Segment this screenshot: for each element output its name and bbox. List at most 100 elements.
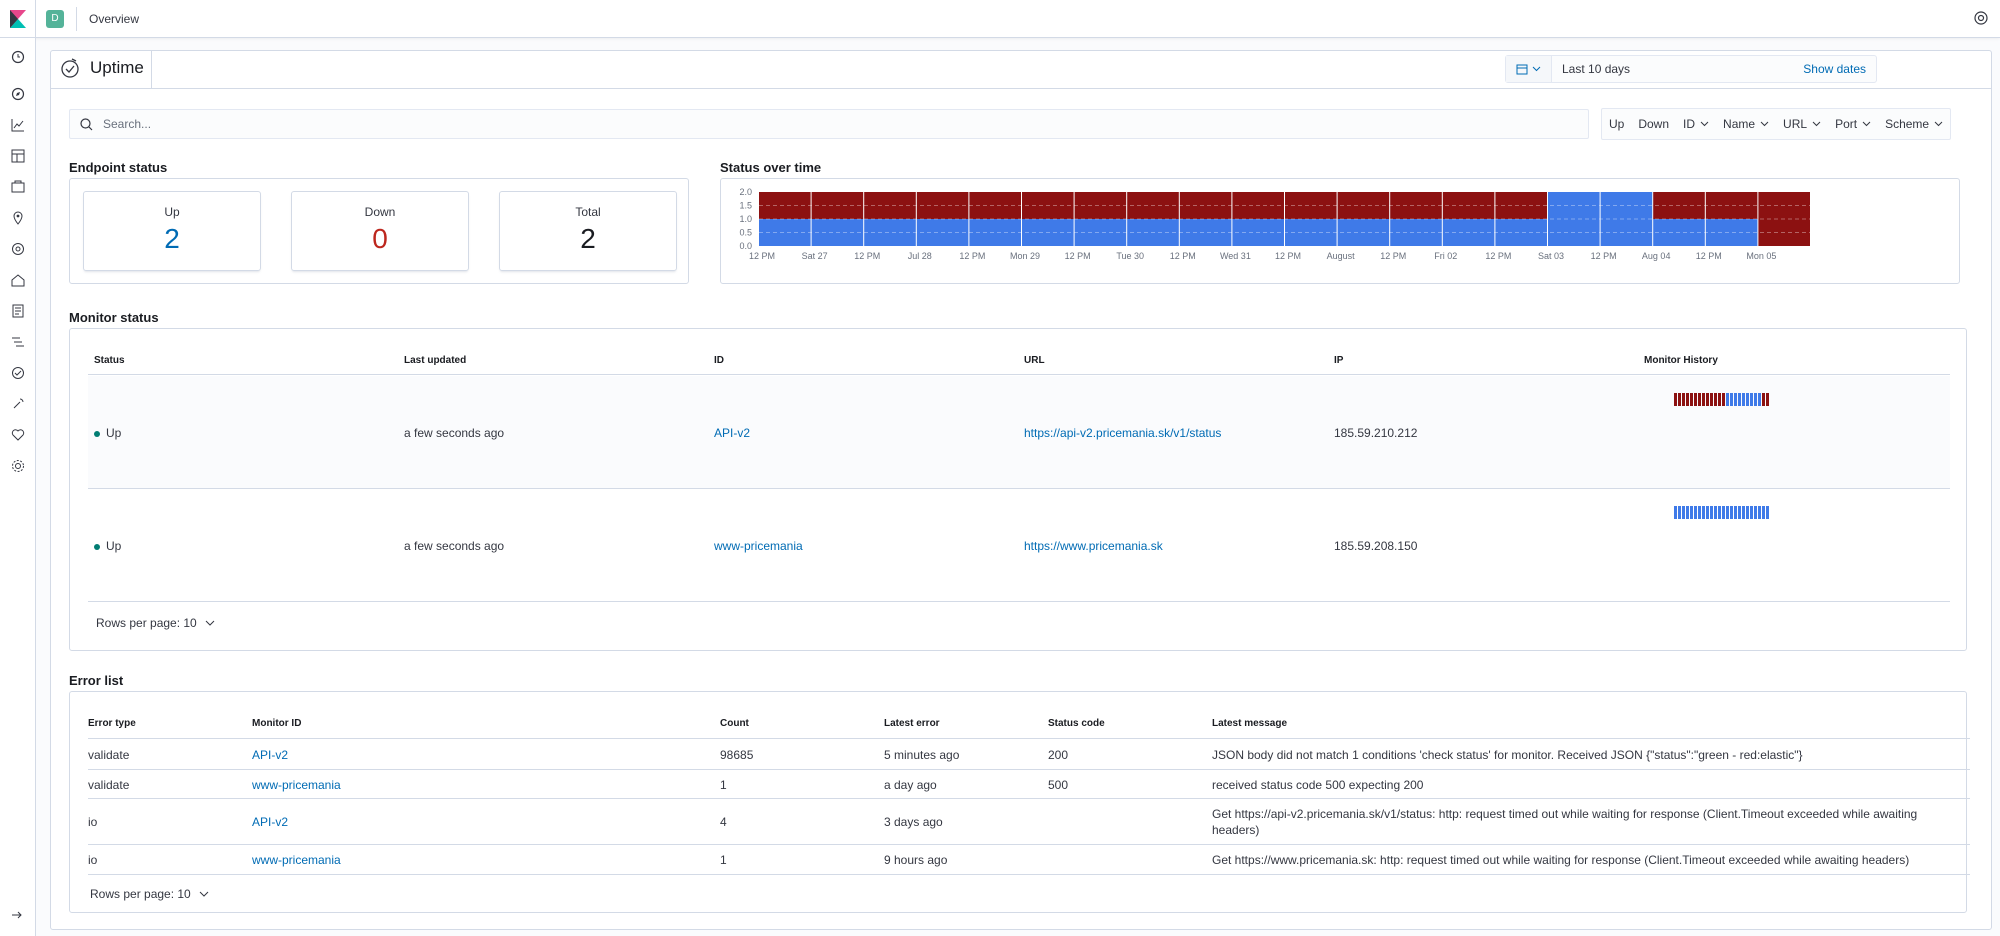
dashboard-icon[interactable] [10,148,26,164]
x-tick-label: Fri 02 [1434,251,1457,261]
date-range-value[interactable]: Last 10 days [1562,62,1631,76]
bar-up[interactable] [1495,219,1547,246]
bar-up[interactable] [1705,219,1758,246]
bar-down[interactable] [1758,192,1810,246]
show-dates-link[interactable]: Show dates [1803,62,1866,76]
maps-icon[interactable] [10,210,26,226]
error-table-header: Error type Monitor ID Count Latest error… [88,718,1970,739]
bar-down[interactable] [916,192,969,219]
error-monitor-link[interactable]: www-pricemania [252,853,341,867]
bar-down[interactable] [1390,192,1442,219]
col-last-updated[interactable]: Last updated [404,355,467,366]
bar-up[interactable] [1232,219,1284,246]
monitor-status-panel: Status Last updated ID URL IP Monitor Hi… [69,328,1967,651]
bar-down[interactable] [1179,192,1232,219]
bar-down[interactable] [1232,192,1284,219]
canvas-icon[interactable] [10,179,26,195]
recent-icon[interactable] [10,49,26,65]
search-input[interactable] [103,117,1553,131]
history-bar-up [1758,506,1761,519]
history-bar-down [1694,393,1697,406]
help-icon[interactable] [1974,11,1988,28]
bar-up[interactable] [1127,219,1179,246]
col-id[interactable]: ID [714,355,724,366]
bar-down[interactable] [1285,192,1337,219]
kibana-logo[interactable] [0,0,36,38]
page-header: Uptime Last 10 days Show dates [51,51,1991,89]
col-url[interactable]: URL [1024,355,1045,366]
col-latest-error[interactable]: Latest error [884,718,940,729]
filter-up-button[interactable]: Up [1602,109,1631,139]
visualize-icon[interactable] [10,117,26,133]
quick-menu-button[interactable] [1506,56,1552,82]
bar-down[interactable] [1022,192,1074,219]
discover-icon[interactable] [10,86,26,102]
bar-up[interactable] [1548,192,1600,246]
uptime-icon[interactable] [10,365,26,381]
bar-down[interactable] [811,192,864,219]
bar-down[interactable] [1442,192,1495,219]
col-count[interactable]: Count [720,718,749,729]
apm-icon[interactable] [10,334,26,350]
infrastructure-icon[interactable] [10,272,26,288]
bar-up[interactable] [1653,219,1705,246]
bar-down[interactable] [759,192,811,219]
monitor-rows-per-page-button[interactable]: Rows per page: 10 [96,616,215,630]
bar-down[interactable] [1337,192,1390,219]
monitor-id-link[interactable]: www-pricemania [714,539,803,553]
bar-up[interactable] [1022,219,1074,246]
bar-down[interactable] [1127,192,1179,219]
monitor-url-link[interactable]: https://api-v2.pricemania.sk/v1/status [1024,426,1222,440]
monitor-id-link[interactable]: API-v2 [714,426,751,440]
x-tick-label: Sat 27 [802,251,828,261]
filter-port-button[interactable]: Port [1828,109,1878,139]
status-code-cell: 200 [1048,748,1069,762]
filter-id-button[interactable]: ID [1676,109,1716,139]
bar-up[interactable] [1074,219,1127,246]
bar-down[interactable] [1495,192,1547,219]
bar-down[interactable] [1074,192,1127,219]
status-code-cell: 500 [1048,778,1069,792]
bar-down[interactable] [864,192,916,219]
col-status[interactable]: Status [94,355,125,366]
filter-url-button[interactable]: URL [1776,109,1828,139]
bar-down[interactable] [1705,192,1758,219]
error-list-panel: Error type Monitor ID Count Latest error… [69,691,1970,913]
bar-up[interactable] [811,219,864,246]
history-bar-up [1698,506,1701,519]
bar-up[interactable] [1337,219,1390,246]
bar-up[interactable] [916,219,969,246]
ml-icon[interactable] [10,241,26,257]
bar-up[interactable] [969,219,1021,246]
col-status-code[interactable]: Status code [1048,718,1105,729]
filter-down-button[interactable]: Down [1631,109,1676,139]
bar-down[interactable] [969,192,1021,219]
bar-up[interactable] [759,219,811,246]
col-ip[interactable]: IP [1334,355,1344,366]
bar-down[interactable] [1653,192,1705,219]
logs-icon[interactable] [10,303,26,319]
col-monitor-id[interactable]: Monitor ID [252,718,302,729]
error-monitor-link[interactable]: www-pricemania [252,778,341,792]
bar-up[interactable] [864,219,916,246]
error-monitor-link[interactable]: API-v2 [252,815,289,829]
dev-tools-icon[interactable] [10,396,26,412]
filter-scheme-button[interactable]: Scheme [1878,109,1950,139]
bar-up[interactable] [1390,219,1442,246]
bar-up[interactable] [1442,219,1495,246]
y-tick-label: 0.5 [739,228,752,238]
error-rows-per-page-button[interactable]: Rows per page: 10 [90,887,209,901]
bar-up[interactable] [1179,219,1232,246]
error-monitor-link[interactable]: API-v2 [252,748,289,762]
management-icon[interactable] [10,458,26,474]
col-latest-message[interactable]: Latest message [1212,718,1288,729]
error-count-cell: 4 [720,815,727,829]
bar-up[interactable] [1285,219,1337,246]
col-error-type[interactable]: Error type [88,718,136,729]
collapse-nav-icon[interactable] [11,909,23,924]
monitoring-icon[interactable] [10,427,26,443]
monitor-url-link[interactable]: https://www.pricemania.sk [1024,539,1163,553]
filter-name-button[interactable]: Name [1716,109,1776,139]
bar-up[interactable] [1600,192,1653,246]
space-avatar[interactable]: D [46,9,64,28]
